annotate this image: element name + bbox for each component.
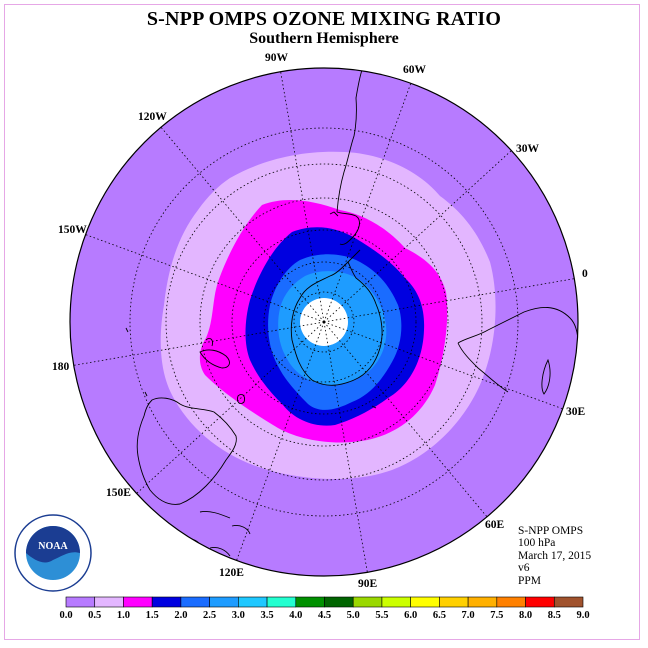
colorbar-swatch	[209, 596, 239, 608]
coastlines	[125, 69, 578, 557]
colorbar-tick-label: 1.5	[146, 610, 159, 621]
meridian-labels: 90W 60W 30W 0 30E 60E 90E 120E 150E 180 …	[52, 52, 588, 590]
noaa-logo-text: NOAA	[38, 541, 68, 552]
colorbar-swatch	[553, 596, 584, 608]
colorbar-tick-label: 1.0	[117, 610, 130, 621]
colorbar: 0.0 0.5 1.0 1.5 2.0 2.5 3.0 3.5 4.0 4.5 5.0 5.5 6.0 6…	[59, 596, 590, 621]
colorbar-swatch	[496, 596, 526, 608]
map-title: S-NPP OMPS OZONE MIXING RATIO	[146, 8, 502, 30]
colorbar-swatch	[65, 596, 96, 608]
info-date: March 17, 2015	[518, 549, 592, 562]
label-180: 180	[52, 361, 70, 373]
colorbar-tick-label: 5.5	[375, 610, 388, 621]
colorbar-swatch	[238, 596, 268, 608]
label-60e: 60E	[485, 519, 505, 531]
colorbar-swatch	[439, 596, 469, 608]
info-instrument: S-NPP OMPS	[518, 525, 584, 537]
map-subtitle: Southern Hemisphere	[249, 30, 399, 47]
label-90w: 90W	[265, 52, 289, 64]
meridian-lines	[70, 68, 578, 576]
noaa-logo: NOAA	[14, 514, 92, 592]
colorbar-swatch	[352, 596, 383, 608]
colorbar-swatch	[180, 596, 210, 608]
label-120e: 120E	[219, 567, 244, 579]
colorbar-tick-label: 2.0	[174, 610, 187, 621]
south-pole-marker	[322, 320, 326, 324]
colorbar-swatch	[123, 596, 153, 608]
info-block: S-NPP OMPS 100 hPa March 17, 2015 v6 PPM	[518, 525, 591, 587]
info-units: PPM	[518, 574, 542, 587]
figure-frame	[4, 4, 640, 640]
colorbar-tick-label: 6.0	[404, 610, 417, 621]
colorbar-tick-label: 0.5	[88, 610, 101, 621]
label-30e: 30E	[566, 406, 586, 418]
colorbar-swatch	[410, 596, 440, 608]
colorbar-tick-label: 7.5	[490, 610, 503, 621]
colorbar-swatch	[151, 596, 182, 608]
info-version: v6	[518, 562, 530, 575]
colorbar-swatch	[324, 596, 354, 608]
colorbar-tick-label: 4.0	[289, 610, 302, 621]
colorbar-swatch	[94, 596, 124, 608]
latitude-circles	[129, 127, 519, 517]
colorbar-swatch	[525, 596, 555, 608]
label-150w: 150W	[58, 224, 87, 236]
label-90e: 90E	[358, 578, 378, 590]
colorbar-tick-label: 8.0	[519, 610, 532, 621]
info-pressure: 100 hPa	[518, 537, 556, 550]
colorbar-swatch	[266, 596, 297, 608]
colorbar-tick-label: 8.5	[548, 610, 561, 621]
colorbar-tick-label: 7.0	[462, 610, 475, 621]
label-0: 0	[582, 268, 588, 280]
colorbar-swatch	[295, 596, 325, 608]
colorbar-swatch	[381, 596, 411, 608]
label-150e: 150E	[106, 487, 131, 499]
colorbar-tick-label: 2.5	[203, 610, 216, 621]
colorbar-tick-label: 5.0	[347, 610, 360, 621]
colorbar-tick-label: 3.0	[232, 610, 245, 621]
label-60w: 60W	[403, 64, 427, 76]
colorbar-tick-label: 3.5	[260, 610, 273, 621]
colorbar-swatch	[467, 596, 498, 608]
label-120w: 120W	[138, 111, 167, 123]
colorbar-tick-label: 6.5	[433, 610, 446, 621]
colorbar-tick-label: 9.0	[576, 610, 589, 621]
colorbar-tick-label: 4.5	[318, 610, 331, 621]
colorbar-tick-label: 0.0	[59, 610, 72, 621]
map-border	[69, 67, 579, 577]
label-30w: 30W	[516, 143, 540, 155]
